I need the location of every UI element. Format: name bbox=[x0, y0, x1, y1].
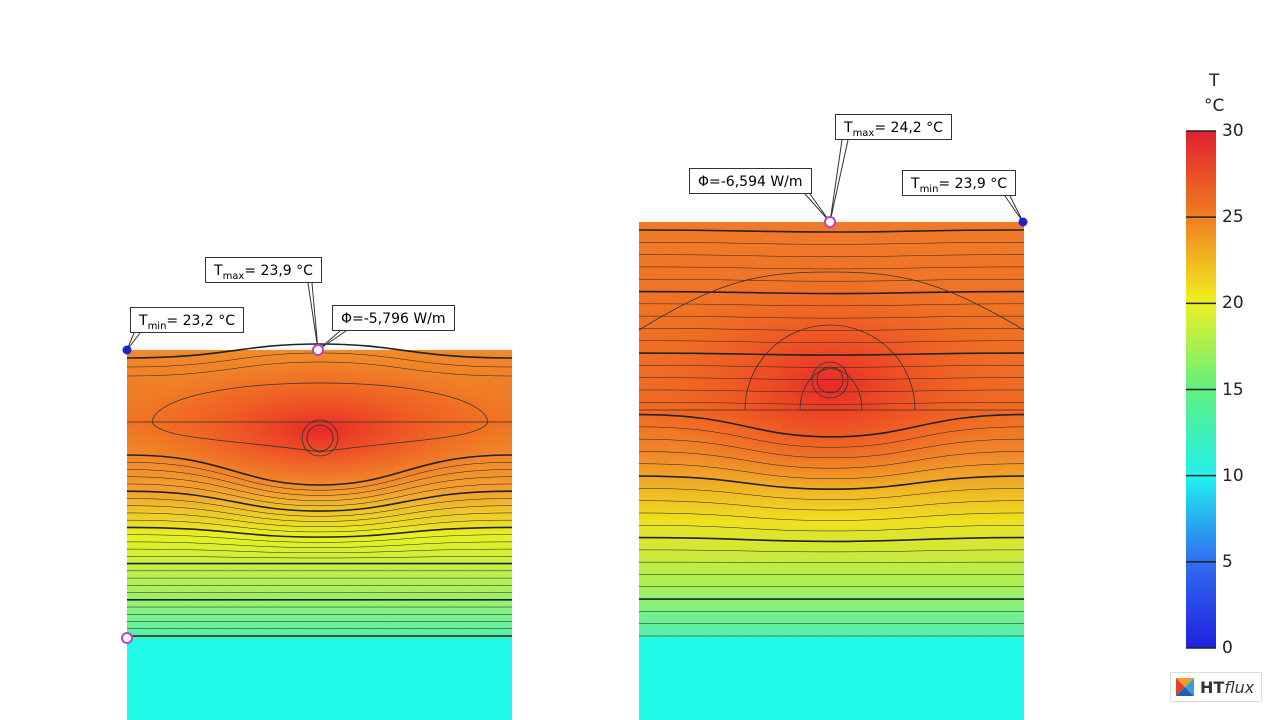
isotherm bbox=[638, 389, 1025, 393]
colorbar-ticks bbox=[1186, 130, 1216, 649]
logo: HT flux bbox=[1170, 672, 1262, 702]
probe-marker bbox=[121, 632, 133, 644]
isotherm bbox=[126, 498, 513, 517]
colorbar-tick-label: 30 bbox=[1222, 121, 1244, 141]
isotherm bbox=[638, 438, 1025, 459]
isotherm bbox=[638, 475, 1025, 490]
isotherm bbox=[638, 303, 1025, 307]
isotherm bbox=[638, 451, 1025, 469]
callout: Tmax= 24,2 °C bbox=[835, 114, 952, 140]
logo-icon bbox=[1176, 678, 1194, 696]
isotherm bbox=[638, 352, 1025, 356]
colorbar-tick-label: 0 bbox=[1222, 638, 1233, 658]
structure bbox=[127, 271, 1025, 457]
colorbar-tick-label: 15 bbox=[1222, 379, 1244, 400]
callout-pointers bbox=[126, 139, 1024, 351]
isotherm bbox=[638, 377, 1025, 380]
isotherm bbox=[638, 463, 1025, 479]
isotherm bbox=[638, 401, 1025, 405]
isotherm bbox=[638, 500, 1025, 511]
isotherm bbox=[638, 266, 1025, 270]
isotherm bbox=[126, 343, 513, 359]
isotherm bbox=[126, 526, 513, 538]
isotherms bbox=[126, 229, 1025, 637]
isotherm bbox=[126, 476, 513, 501]
isotherm bbox=[126, 483, 513, 507]
callout: Φ=-5,796 W/m bbox=[332, 305, 455, 331]
min-marker bbox=[122, 345, 132, 355]
markers bbox=[121, 216, 1028, 644]
callout: Tmax= 23,9 °C bbox=[205, 257, 322, 283]
isotherm bbox=[638, 549, 1025, 553]
left-hot-zone bbox=[130, 360, 510, 500]
isotherm bbox=[126, 541, 513, 548]
max-marker bbox=[312, 344, 324, 356]
isotherm bbox=[638, 488, 1025, 500]
right-hot-zone bbox=[650, 275, 1010, 495]
isotherm bbox=[638, 525, 1025, 532]
colorbar-unit: °C bbox=[1204, 96, 1225, 116]
isotherm bbox=[126, 534, 513, 543]
colorbar-tick-label: 5 bbox=[1222, 551, 1233, 572]
isotherm bbox=[638, 328, 1025, 331]
colorbar-tick-label: 25 bbox=[1222, 207, 1244, 228]
isotherm bbox=[126, 490, 513, 512]
colorbar-tick-label: 10 bbox=[1222, 465, 1244, 486]
isotherm bbox=[638, 242, 1025, 245]
isotherm bbox=[126, 519, 513, 533]
isotherm bbox=[638, 536, 1025, 543]
isotherm bbox=[638, 512, 1025, 521]
colorbar-title: T bbox=[1209, 71, 1220, 91]
isotherm bbox=[638, 278, 1025, 282]
isotherm bbox=[126, 556, 513, 559]
isotherm bbox=[126, 548, 513, 554]
isotherm bbox=[126, 361, 513, 377]
isotherm bbox=[638, 413, 1025, 438]
isotherm bbox=[638, 229, 1025, 233]
callout: Tmin= 23,9 °C bbox=[902, 170, 1016, 196]
logo-bold: HT bbox=[1200, 677, 1225, 697]
callout: Φ=-6,594 W/m bbox=[689, 168, 812, 194]
isotherm bbox=[126, 469, 513, 496]
isotherm bbox=[126, 454, 513, 486]
min-marker bbox=[1018, 217, 1028, 227]
isotherm bbox=[638, 315, 1025, 319]
isotherm bbox=[638, 426, 1025, 448]
colorbar-tick-label: 20 bbox=[1222, 293, 1244, 314]
max-marker bbox=[824, 216, 836, 228]
isotherm bbox=[126, 505, 513, 522]
logo-italic: flux bbox=[1224, 677, 1255, 697]
isotherm bbox=[638, 340, 1025, 343]
isotherm bbox=[126, 461, 513, 491]
isotherm bbox=[126, 512, 513, 527]
callout: Tmin= 23,2 °C bbox=[130, 307, 244, 333]
isotherm bbox=[638, 254, 1025, 257]
